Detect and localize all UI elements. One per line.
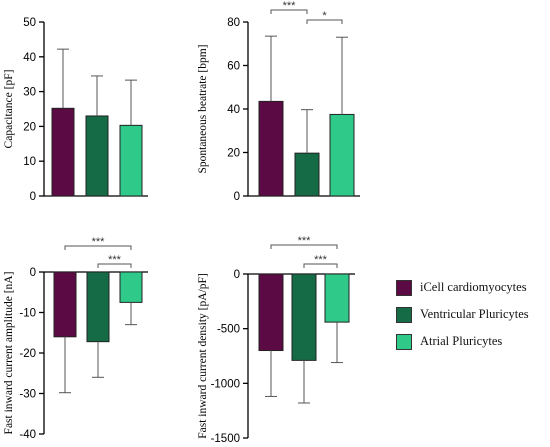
- panel1-bar-icell: [51, 107, 75, 197]
- panel4-y-tick-label: -1000: [211, 378, 240, 390]
- panel4-bar-atrial: [324, 273, 350, 323]
- panel2-y-tick-label: 80: [227, 17, 240, 29]
- panel2-y-tick-label: 0: [234, 191, 240, 203]
- legend-item-icell: iCell cardiomyocytes: [396, 278, 529, 297]
- panel3-y-tick-label: -20: [19, 348, 36, 360]
- panel1-bar-atrial: [119, 124, 143, 197]
- panel4-y-tick-label: -1500: [211, 433, 240, 445]
- panel4-y-axis-label: Fast inward current density [pA/pF]: [197, 273, 209, 438]
- panel3-y-tick-label: -10: [19, 308, 36, 320]
- panel2-y-axis-label: Spontaneous beatrate [bpm]: [197, 44, 209, 173]
- panel1-y-tick-label: 50: [23, 17, 36, 29]
- panel3-significance-bracket: [64, 245, 132, 250]
- legend-label-icell: iCell cardiomyocytes: [420, 280, 527, 294]
- legend: iCell cardiomyocytes Ventricular Pluricy…: [396, 278, 529, 359]
- legend-swatch-ventricular: [396, 306, 412, 323]
- panel1-y-tick-label: 10: [23, 156, 36, 168]
- panel3-y-tick-label: -30: [19, 389, 36, 401]
- panel4-y-tick-label: 0: [234, 269, 240, 281]
- legend-item-ventricular: Ventricular Pluricytes: [396, 305, 529, 324]
- panel3-y-tick-label: -40: [19, 429, 36, 441]
- panel4-bar-ventricular: [291, 273, 317, 361]
- panel1-y-tick-label: 30: [23, 87, 36, 99]
- panel3-bar-icell: [53, 271, 77, 338]
- panel2-significance-bracket: [270, 9, 308, 14]
- panel3-significance-label: ***: [108, 254, 122, 266]
- legend-label-ventricular: Ventricular Pluricytes: [420, 307, 529, 321]
- legend-item-atrial: Atrial Pluricytes: [396, 332, 529, 351]
- panel1-y-tick-label: 20: [23, 121, 36, 133]
- panel2-y-tick-label: 40: [227, 104, 240, 116]
- panel1-y-axis-label: Capacitance [pF]: [3, 70, 15, 149]
- panel4-bar-icell: [258, 273, 284, 352]
- panel2-significance-bracket: [306, 19, 343, 24]
- panel2-significance-label: *: [322, 10, 327, 22]
- panel2-y-tick-label: 60: [227, 61, 240, 73]
- panel2-bar-ventricular: [294, 152, 320, 197]
- panel3-significance-label: ***: [92, 236, 106, 248]
- panel4-significance-label: ***: [314, 254, 328, 266]
- panel3-significance-bracket: [97, 263, 132, 268]
- panel3-bar-atrial: [119, 271, 143, 303]
- panel3-y-axis-label: Fast inward current amplitude [nA]: [3, 272, 15, 435]
- panel4-significance-label: ***: [298, 235, 312, 247]
- panel2-bar-icell: [258, 100, 284, 197]
- panel3-y-tick-label: 0: [30, 267, 36, 279]
- legend-swatch-atrial: [396, 333, 412, 350]
- panel4-significance-bracket: [270, 244, 338, 249]
- panel2-y-tick-label: 20: [227, 148, 240, 160]
- legend-swatch-icell: [396, 279, 412, 296]
- panel2-bar-atrial: [329, 113, 355, 197]
- panel4-significance-bracket: [303, 263, 338, 268]
- panel2-significance-label: ***: [283, 0, 297, 12]
- panel1-y-tick-label: 40: [23, 52, 36, 64]
- panel3-bar-ventricular: [86, 271, 110, 343]
- panel1-y-tick-label: 0: [30, 191, 36, 203]
- panel4-y-tick-label: -500: [217, 324, 240, 336]
- panel1-bar-ventricular: [85, 115, 109, 197]
- legend-label-atrial: Atrial Pluricytes: [420, 334, 503, 348]
